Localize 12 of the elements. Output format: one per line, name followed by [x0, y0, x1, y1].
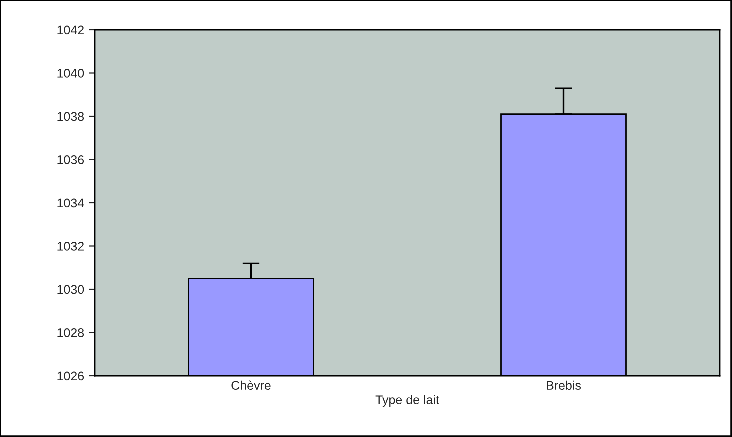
- y-tick-label: 1038: [58, 112, 84, 122]
- x-tick-label: Brebis: [547, 380, 582, 390]
- x-tick-label: Chèvre: [232, 380, 271, 390]
- y-tick-label: 1040: [58, 69, 84, 78]
- y-tick-label: 1032: [58, 242, 84, 251]
- y-tick-label: 1028: [58, 328, 84, 338]
- y-tick-label: 1026: [58, 372, 84, 381]
- y-tick-label: 1030: [58, 285, 84, 294]
- y-tick-label: 1034: [58, 198, 84, 208]
- y-tick-label: 1042: [58, 26, 84, 35]
- y-tick-label: 1036: [58, 156, 84, 164]
- x-axis-title: Type de lait: [376, 395, 440, 407]
